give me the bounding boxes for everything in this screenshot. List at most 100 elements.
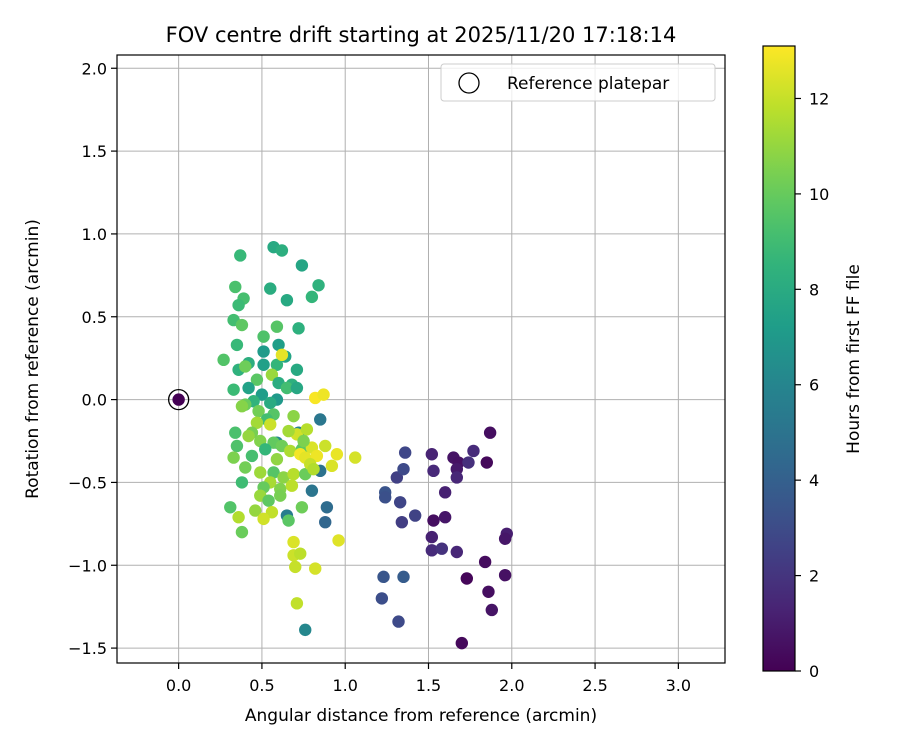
legend: Reference platepar [440,63,716,102]
data-point [375,592,389,605]
x-axis-ticks: 0.0 0.5 1.0 1.5 2.0 2.5 3.0 [166,663,691,695]
data-point [282,514,295,527]
colorbar-tick-label: 10 [809,185,829,204]
data-point [300,423,314,436]
data-point [232,511,245,524]
data-point [483,426,497,439]
data-point [272,338,285,352]
data-point [290,597,304,610]
data-point [235,525,249,539]
x-tick-label: 1.5 [416,676,441,695]
legend-marker-open-circle [458,72,480,94]
data-point [462,456,475,469]
data-point [378,491,392,504]
data-point [287,535,300,549]
data-point [425,544,439,557]
chart-title: FOV centre drift starting at 2025/11/20 … [166,23,677,47]
data-point [397,462,410,476]
data-point [250,373,264,386]
data-point [227,383,240,396]
data-point [319,439,332,453]
data-point [325,459,339,473]
data-point [264,396,277,410]
y-tick-label: 0.5 [82,308,107,327]
data-point [232,298,245,312]
x-tick-label: 3.0 [666,676,691,695]
x-axis-label: Angular distance from reference (arcmin) [245,706,597,726]
data-point [332,534,345,547]
data-point [217,353,230,367]
data-point [377,570,390,584]
data-point [254,466,267,479]
data-point [393,496,407,509]
colorbar-tick-label: 2 [809,567,819,586]
data-point [427,464,440,478]
data-point [478,555,492,569]
legend-label: Reference platepar [507,74,669,94]
data-point [290,363,304,376]
data-point [349,451,362,464]
grid-lines [117,55,725,663]
y-tick-label: 1.5 [82,142,107,161]
data-point [229,280,242,294]
data-point [427,514,440,527]
data-point [297,434,310,448]
data-point [235,318,249,332]
colorbar-tick-label: 8 [809,280,819,299]
y-tick-label: −0.5 [68,473,107,492]
data-point [397,570,410,584]
data-point [450,471,464,484]
data-point [307,462,320,476]
data-point [290,381,304,395]
data-point [299,623,312,637]
data-points [217,240,513,650]
data-point [257,358,270,371]
data-point [280,293,294,307]
legend-box [440,63,716,102]
y-tick-label: −1.0 [68,556,107,575]
data-point [245,449,259,463]
y-tick-label: 0.0 [82,391,107,410]
data-point [235,400,249,413]
data-point [398,446,412,459]
data-point [270,358,284,371]
data-point [482,585,495,598]
data-point [287,409,300,423]
data-point [395,515,409,529]
data-point [310,449,324,463]
data-point [289,560,302,574]
data-point [287,467,300,481]
data-point [467,444,480,458]
data-point [257,345,270,358]
x-tick-label: 1.0 [332,676,357,695]
colorbar-ticks: 0 2 4 6 8 10 12 [795,89,829,681]
data-point [257,512,270,526]
data-point [265,506,279,519]
data-point [425,530,439,544]
y-tick-label: 2.0 [82,59,107,78]
data-point [229,426,242,439]
data-point [280,381,294,395]
data-point [265,368,279,381]
data-point [270,453,284,466]
y-tick-label: 1.0 [82,225,107,244]
data-point [498,532,512,545]
data-point [309,562,322,575]
x-tick-label: 2.5 [582,676,607,695]
data-point [425,448,439,461]
data-point [485,603,498,617]
data-point [259,443,272,456]
data-point [390,471,404,484]
data-point [295,501,309,514]
data-point [235,476,249,489]
data-point [292,322,305,335]
y-axis-ticks: −1.5 −1.0 −0.5 0.0 0.5 1.0 1.5 2.0 [68,59,117,658]
data-point [460,572,474,585]
colorbar-tick-label: 6 [809,376,819,395]
data-point [312,279,325,292]
colorbar-gradient [763,46,795,671]
data-point [257,330,270,343]
colorbar-tick-label: 0 [809,662,819,681]
data-point [305,484,319,497]
data-point [435,542,449,555]
